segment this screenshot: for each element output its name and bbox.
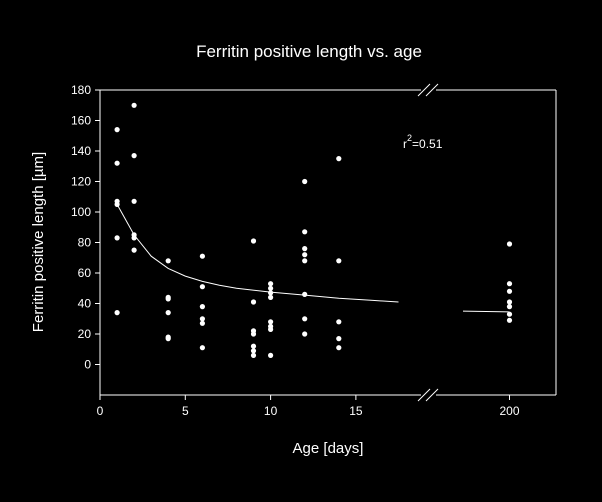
data-point bbox=[131, 153, 137, 159]
axis-break-slash bbox=[417, 388, 431, 402]
y-tick-label: 80 bbox=[78, 236, 92, 250]
fit-line-broken bbox=[462, 310, 510, 313]
data-point bbox=[506, 281, 513, 287]
axis-break-gap bbox=[421, 389, 436, 401]
data-point bbox=[250, 352, 257, 358]
data-point bbox=[268, 352, 274, 358]
data-point bbox=[114, 235, 120, 241]
data-point bbox=[302, 331, 308, 337]
data-point bbox=[199, 284, 205, 290]
y-tick-label: 180 bbox=[71, 83, 91, 97]
data-point bbox=[336, 258, 342, 264]
data-point bbox=[250, 348, 257, 354]
x-tick-label: 5 bbox=[182, 404, 189, 418]
data-point bbox=[506, 299, 513, 305]
x-tick-label: 200 bbox=[499, 404, 519, 418]
r-squared-superscript: 2 bbox=[407, 133, 412, 143]
data-point bbox=[506, 288, 513, 294]
data-point bbox=[250, 299, 257, 305]
data-point bbox=[114, 310, 120, 316]
data-point bbox=[131, 102, 137, 108]
data-point bbox=[268, 319, 274, 325]
r-squared-value: =0.51 bbox=[412, 137, 443, 151]
y-tick-label: 60 bbox=[78, 266, 92, 280]
data-point bbox=[199, 320, 205, 326]
data-point bbox=[199, 316, 205, 322]
y-tick-label: 20 bbox=[78, 327, 92, 341]
r-squared-annotation: r2=0.51 bbox=[403, 133, 443, 151]
fit-curve bbox=[116, 204, 510, 313]
axis-break-gap bbox=[421, 84, 436, 96]
data-point bbox=[268, 281, 274, 287]
data-point bbox=[131, 198, 137, 204]
y-tick-label: 140 bbox=[71, 144, 91, 158]
x-axis-title: Age [days] bbox=[293, 440, 364, 457]
data-point bbox=[302, 246, 308, 252]
x-tick-label: 15 bbox=[349, 404, 363, 418]
data-point bbox=[131, 247, 137, 253]
data-point bbox=[506, 311, 513, 317]
data-point bbox=[268, 326, 274, 332]
data-point bbox=[250, 238, 257, 244]
chart-title: Ferritin positive length vs. age bbox=[196, 42, 422, 61]
data-point bbox=[165, 258, 171, 264]
axis-ticks: 0 20 40 60 80 100 120 140 160 180 0 5 10 15 200 bbox=[71, 83, 520, 418]
data-point bbox=[268, 290, 274, 296]
y-tick-label: 100 bbox=[71, 205, 91, 219]
data-point bbox=[114, 201, 120, 207]
data-point bbox=[336, 319, 342, 325]
data-point bbox=[336, 156, 342, 162]
data-point bbox=[302, 252, 308, 258]
x-tick-label: 10 bbox=[264, 404, 278, 418]
data-point bbox=[302, 178, 308, 185]
data-point bbox=[199, 253, 205, 259]
data-point bbox=[506, 304, 513, 310]
data-point bbox=[131, 235, 137, 241]
axis-break-top bbox=[417, 83, 439, 97]
data-point bbox=[165, 334, 171, 340]
data-point bbox=[165, 296, 171, 302]
axis-break-slash bbox=[425, 388, 439, 402]
data-point bbox=[302, 291, 308, 297]
y-tick-label: 40 bbox=[78, 297, 92, 311]
data-point bbox=[302, 316, 308, 322]
y-tick-label: 120 bbox=[71, 175, 91, 189]
data-point bbox=[506, 241, 513, 247]
data-point bbox=[114, 127, 120, 133]
data-point bbox=[199, 345, 205, 351]
axis-break-slash bbox=[417, 83, 431, 97]
x-tick-label: 0 bbox=[97, 404, 104, 418]
data-point bbox=[114, 160, 120, 166]
data-point bbox=[302, 229, 308, 235]
fit-line-main bbox=[116, 204, 399, 303]
data-point bbox=[302, 258, 308, 264]
data-point bbox=[250, 343, 257, 349]
data-point bbox=[199, 304, 205, 310]
axis-break-slash bbox=[425, 83, 439, 97]
data-point bbox=[250, 331, 257, 337]
y-tick-label: 160 bbox=[71, 114, 91, 128]
y-tick-label: 0 bbox=[84, 358, 91, 372]
data-point bbox=[336, 345, 342, 351]
plot-frame bbox=[99, 83, 557, 402]
data-point bbox=[268, 285, 274, 291]
data-point bbox=[506, 317, 513, 323]
data-point bbox=[336, 336, 342, 342]
data-point bbox=[165, 310, 171, 316]
r-squared-base: r bbox=[403, 137, 407, 151]
axis-break-bottom bbox=[417, 388, 439, 402]
y-axis-title: Ferritin positive length [µm] bbox=[30, 152, 47, 332]
data-point bbox=[268, 294, 274, 300]
data-points bbox=[114, 102, 513, 358]
